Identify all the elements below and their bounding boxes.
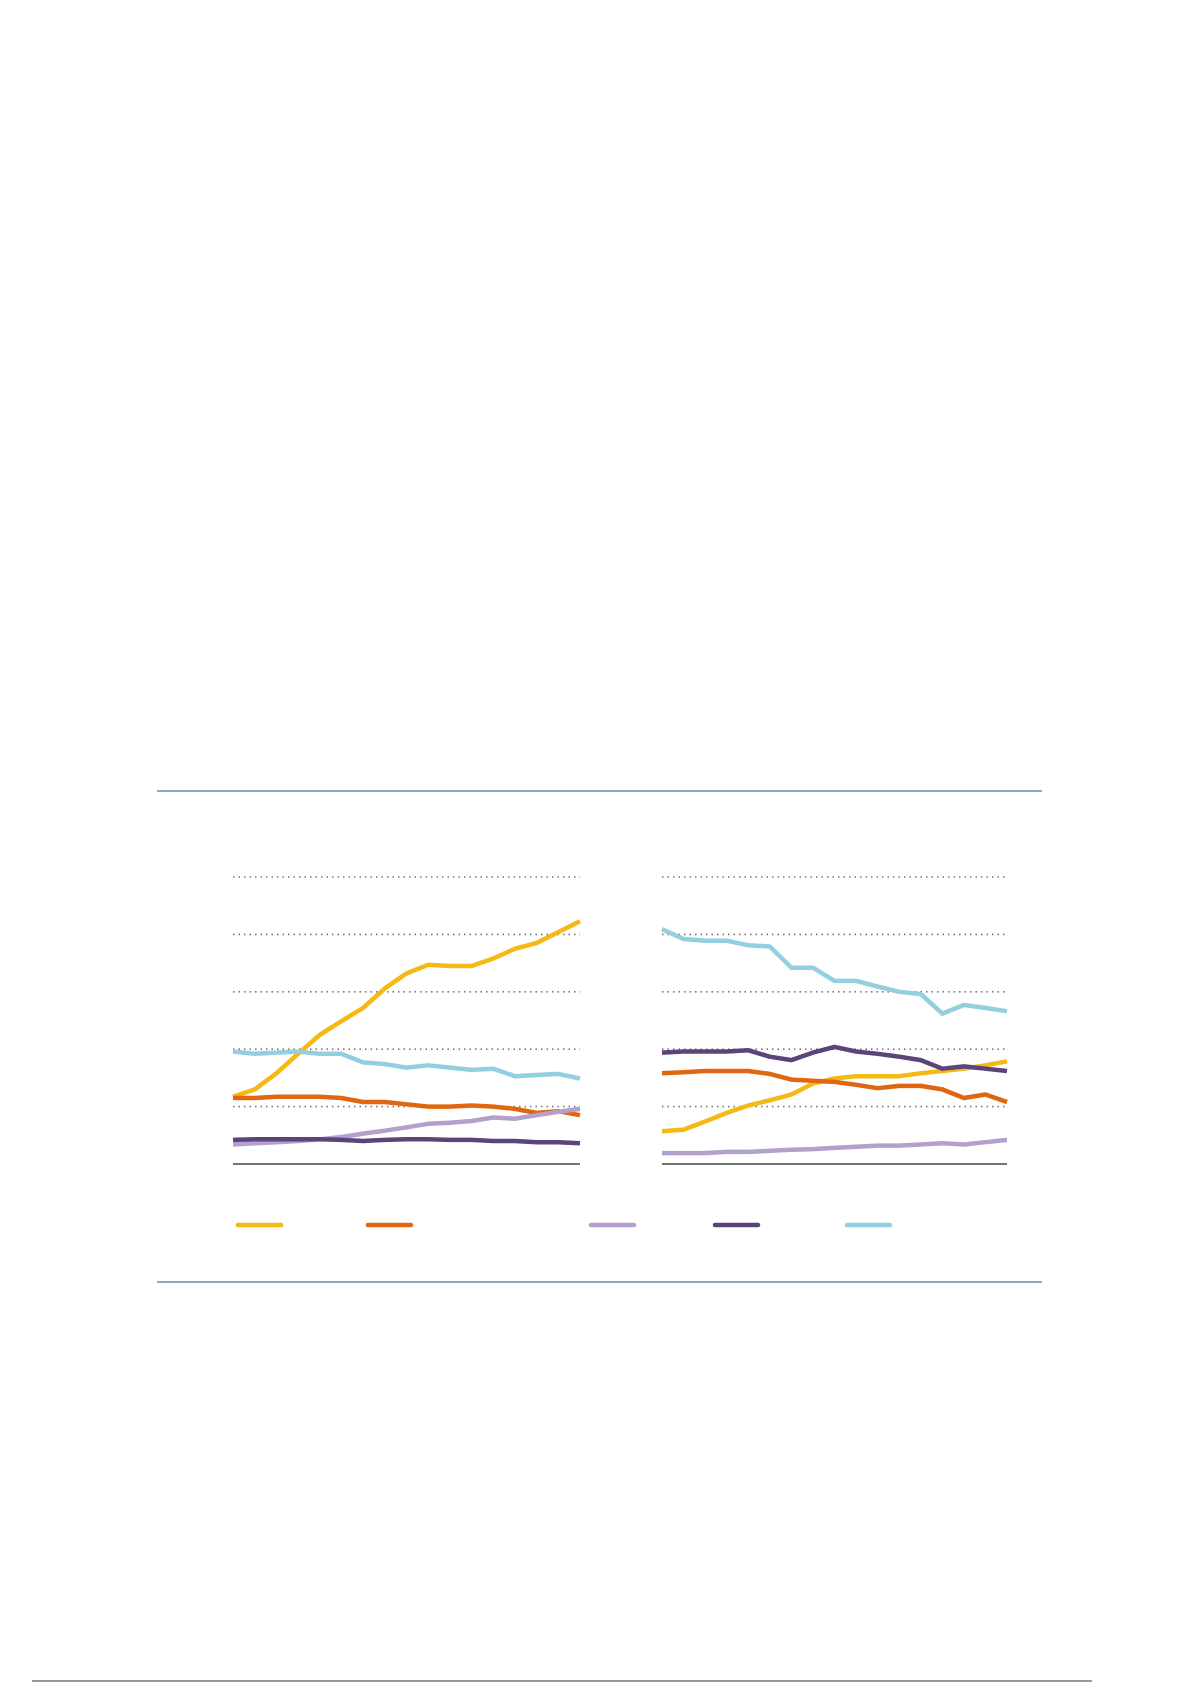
series-line [661,1068,1008,1105]
series-line [661,1044,1008,1074]
series-line [661,927,1008,1016]
series-line [232,1137,581,1146]
series-line [232,919,582,1099]
series-line [661,1059,1008,1134]
series-line [232,1049,581,1081]
series-line [233,1094,581,1118]
series-line [662,1137,1008,1156]
